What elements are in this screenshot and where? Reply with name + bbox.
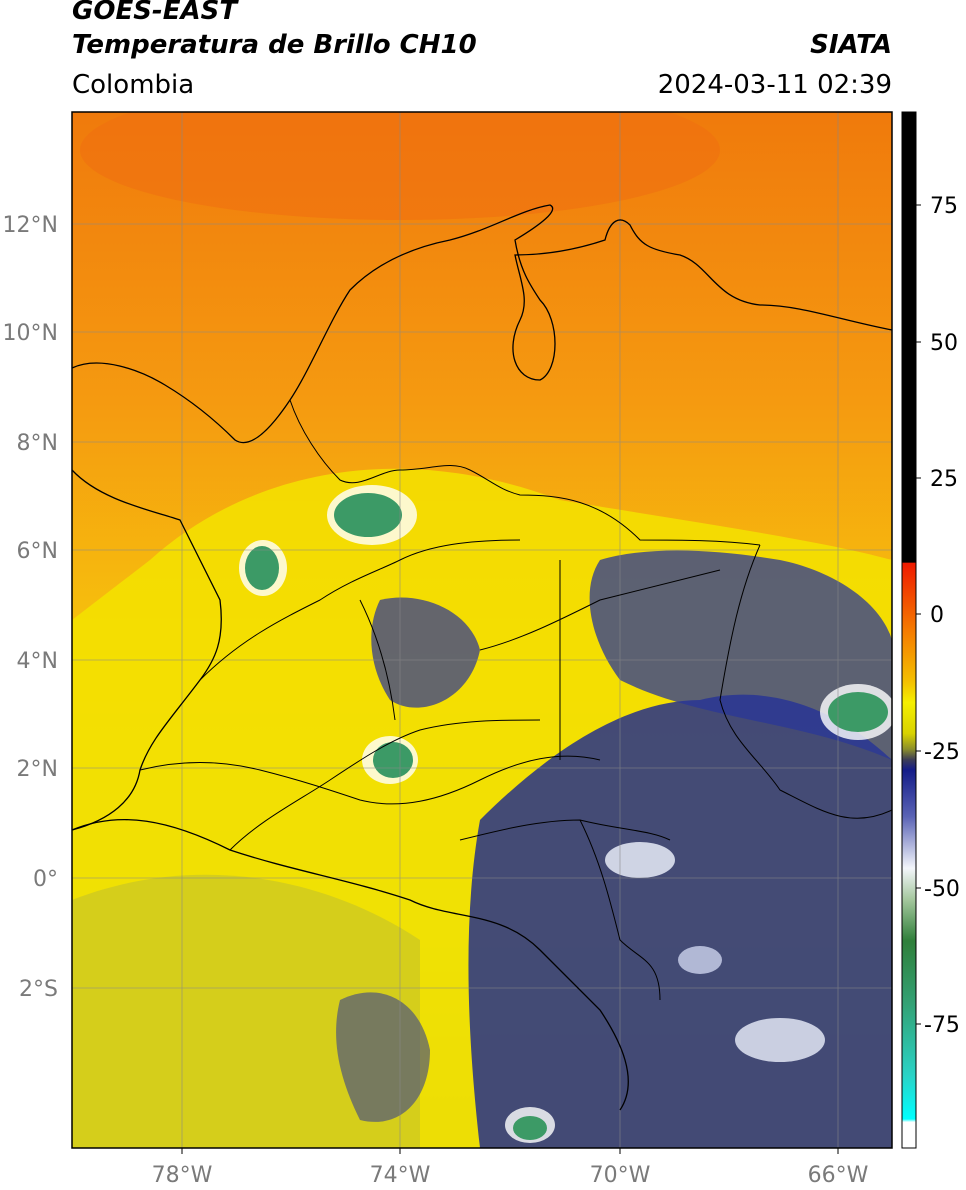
lon-label: 70°W <box>590 1163 651 1188</box>
lat-label: 4°N <box>17 649 58 674</box>
colorbar <box>901 111 917 1149</box>
lat-label: 10°N <box>3 321 58 346</box>
satellite-title: GOES-EAST <box>72 0 238 26</box>
colorbar-tick: 25 <box>930 467 958 492</box>
region-label: Colombia <box>72 70 195 100</box>
graticule <box>72 112 892 1148</box>
lat-label: 2°N <box>17 757 58 782</box>
lon-label: 74°W <box>370 1163 431 1188</box>
lat-label: 8°N <box>17 431 58 456</box>
product-title: Temperatura de Brillo CH10 <box>72 30 477 60</box>
lat-label: 6°N <box>17 539 58 564</box>
map-imagery <box>72 112 892 1148</box>
colorbar-tick: 0 <box>930 603 944 628</box>
colorbar-tick: -50 <box>924 877 960 902</box>
map-frame <box>71 111 893 1149</box>
colorbar-tick: -75 <box>924 1013 960 1038</box>
agency-label: SIATA <box>810 30 892 60</box>
lat-label: 12°N <box>3 213 58 238</box>
admin-boundaries <box>139 399 892 1001</box>
lat-label: 0° <box>33 867 58 892</box>
colorbar-tick: -25 <box>924 740 960 765</box>
datetime-label: 2024-03-11 02:39 <box>657 70 892 100</box>
coastlines <box>72 204 892 1111</box>
lat-label: 2°S <box>19 977 58 1002</box>
colorbar-tick: 50 <box>930 331 958 356</box>
colorbar-tick: 75 <box>930 194 958 219</box>
lon-label: 78°W <box>152 1163 213 1188</box>
lon-label: 66°W <box>808 1163 869 1188</box>
